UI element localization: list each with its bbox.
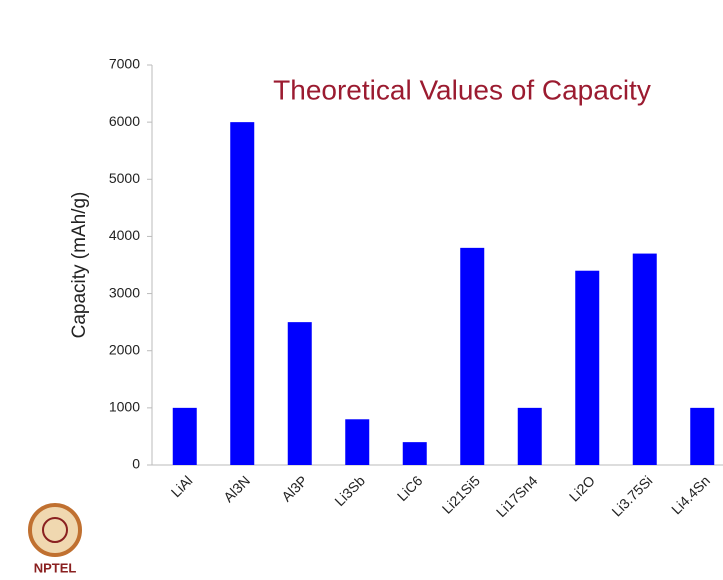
chart-title: Theoretical Values of Capacity [273, 74, 651, 105]
bar [287, 322, 312, 465]
y-axis-label: Capacity (mAh/g) [69, 192, 90, 339]
x-tick-label: Li4.4Sn [668, 472, 713, 517]
y-tick-label: 0 [132, 456, 140, 472]
logo-ring [28, 503, 82, 557]
bar [690, 407, 715, 465]
bar [402, 442, 427, 465]
bar [575, 270, 600, 465]
y-tick-label: 5000 [109, 170, 140, 186]
x-tick-label: LiC6 [394, 472, 426, 504]
bar [517, 407, 542, 465]
x-tick-label: Li2O [566, 472, 598, 504]
x-tick-label: Al3N [220, 472, 253, 505]
x-tick-label: Al3P [278, 472, 310, 504]
x-tick-label: Li3.75Si [608, 472, 655, 519]
y-tick-label: 6000 [109, 113, 140, 129]
logo-center [42, 517, 68, 543]
bar [230, 122, 255, 466]
x-tick-label: Li17Sn4 [493, 472, 541, 520]
bar [632, 253, 657, 465]
y-tick-label: 2000 [109, 341, 140, 357]
x-tick-label: LiAl [168, 472, 196, 500]
bar [345, 419, 370, 465]
logo: NPTEL [28, 503, 82, 575]
y-tick-label: 3000 [109, 284, 140, 300]
x-tick-label: Li21Si5 [439, 472, 483, 516]
y-tick-label: 7000 [109, 56, 140, 72]
y-tick-label: 1000 [109, 399, 140, 415]
x-tick-label: Li3Sb [331, 472, 368, 509]
bar [460, 247, 485, 465]
bar [172, 407, 197, 465]
y-tick-label: 4000 [109, 227, 140, 243]
logo-text: NPTEL [34, 560, 77, 575]
